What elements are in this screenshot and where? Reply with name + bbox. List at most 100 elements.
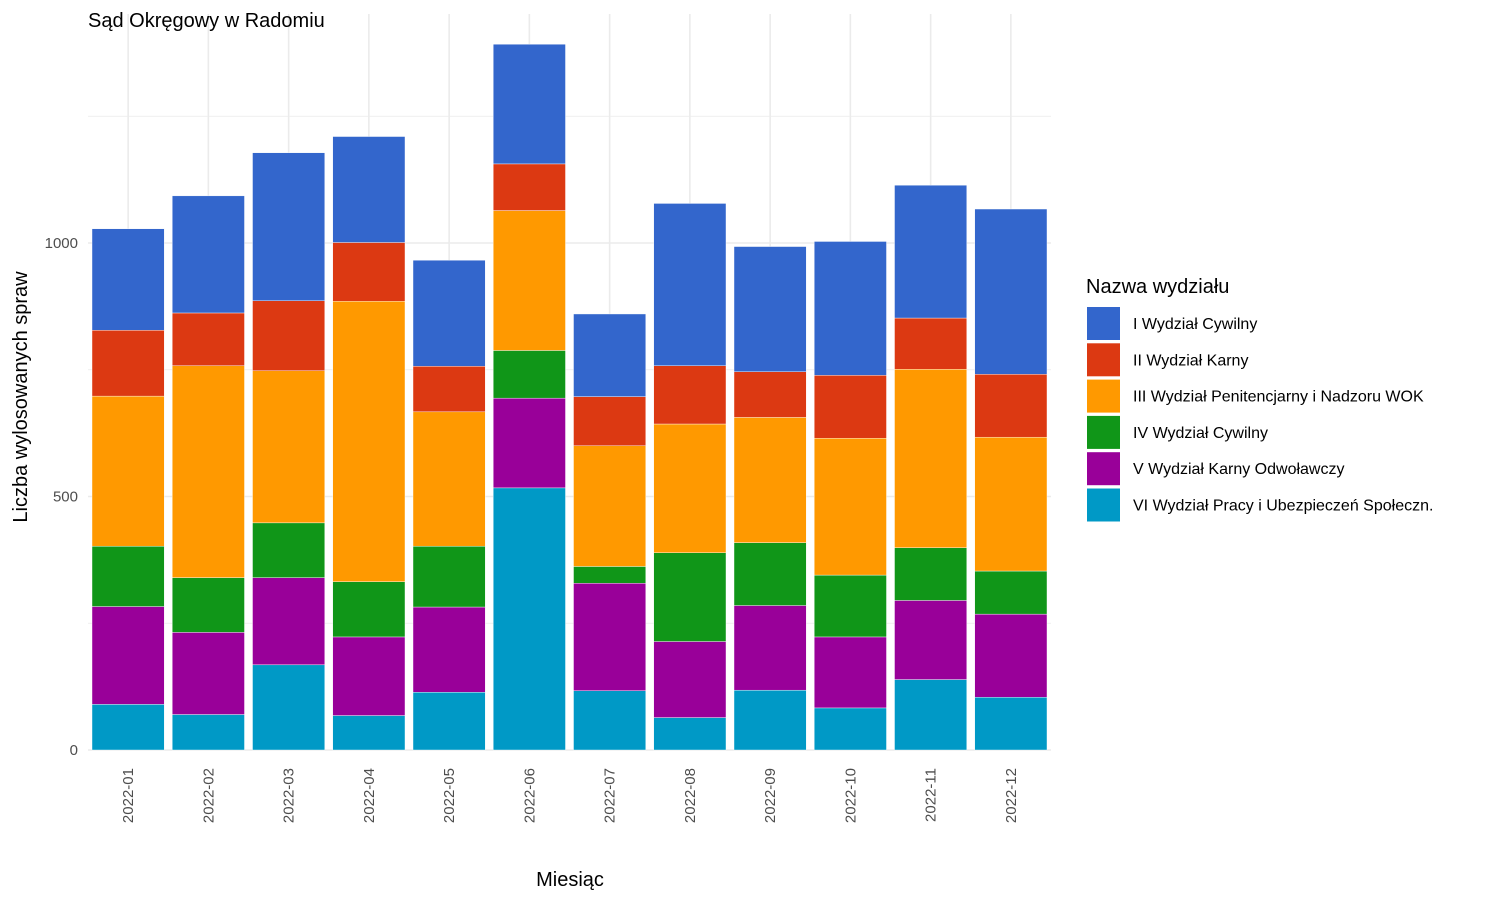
legend: Nazwa wydziału I Wydział Cywilny II Wydzi… [1086, 276, 1433, 522]
bar-segment [814, 375, 887, 439]
x-axis-ticks: 2022-01 2022-02 2022-03 2022-04 2022-05 2022-… [120, 768, 1020, 823]
bar-segment [974, 436, 1048, 572]
legend-label: III Wydział Penitencjarny i Nadzoru WOK [1133, 389, 1424, 406]
y-axis-ticks: 0 500 1000 [45, 235, 78, 759]
bar-segment [814, 636, 887, 709]
bar-segment [252, 522, 325, 578]
x-axis-title: Miesiąc [536, 869, 604, 891]
bar-segment [814, 707, 887, 751]
legend-label: IV Wydział Cywilny [1133, 425, 1268, 442]
x-tick-label: 2022-09 [762, 768, 779, 823]
bars-layer [91, 44, 1048, 751]
bar-segment [653, 423, 727, 553]
bar-segment [814, 241, 887, 376]
bar-segment [91, 704, 165, 751]
legend-swatch [1087, 452, 1120, 486]
bar-segment [974, 374, 1048, 438]
bar-segment [412, 606, 486, 693]
bar-segment [412, 260, 486, 367]
bar-segment [172, 577, 245, 633]
bar-segment [894, 317, 967, 370]
legend-swatch [1087, 415, 1120, 449]
bar-segment [974, 613, 1048, 698]
bar-segment [573, 690, 646, 751]
x-tick-label: 2022-06 [521, 768, 538, 823]
bar-segment [493, 397, 566, 489]
bar-segment [894, 547, 967, 601]
bar-segment [91, 228, 165, 331]
legend-swatch [1087, 307, 1120, 340]
bar-segment [332, 715, 406, 751]
bar-segment [653, 203, 727, 366]
y-axis-title: Liczba wylosowanych spraw [10, 271, 32, 523]
bar-segment [252, 370, 325, 524]
bar-segment [814, 437, 887, 576]
x-tick-label: 2022-02 [200, 768, 217, 823]
bar-segment [733, 371, 807, 418]
bar-segment [573, 445, 646, 567]
bar-segment [974, 697, 1048, 751]
bar-segment [573, 566, 646, 584]
bar-segment [733, 246, 807, 372]
bar-segment [172, 632, 245, 715]
bar-segment [733, 689, 807, 751]
bar-segment [733, 417, 807, 543]
bar-segment [814, 574, 887, 638]
bar-segment [332, 301, 406, 582]
bar-segment [653, 641, 727, 718]
bar-segment [252, 300, 325, 371]
bar-segment [493, 487, 566, 751]
bar-segment [974, 208, 1048, 375]
bar-segment [493, 350, 566, 399]
legend-swatch [1087, 343, 1120, 377]
bar-segment [493, 210, 566, 351]
bar-segment [332, 242, 406, 302]
bar-segment [894, 185, 967, 319]
bar-segment [91, 606, 165, 705]
bar-segment [573, 313, 646, 397]
bar-segment [894, 369, 967, 548]
legend-label: VI Wydział Pracy i Ubezpieczeń Społeczn. [1133, 498, 1433, 515]
bar-segment [573, 396, 646, 447]
bar-segment [412, 545, 486, 608]
legend-label: I Wydział Cywilny [1133, 316, 1257, 333]
bar-segment [733, 605, 807, 691]
bar-segment [252, 152, 325, 301]
bar-segment [412, 411, 486, 547]
legend-swatch [1087, 379, 1120, 413]
x-tick-label: 2022-07 [602, 768, 619, 823]
y-tick-label: 1000 [45, 235, 78, 252]
bar-segment [332, 581, 406, 638]
x-tick-label: 2022-12 [1003, 768, 1020, 823]
legend-label: V Wydział Karny Odwoławczy [1133, 461, 1344, 478]
bar-segment [172, 714, 245, 751]
x-tick-label: 2022-11 [923, 768, 940, 822]
legend-swatch [1087, 488, 1120, 522]
bar-segment [733, 542, 807, 606]
bar-segment [332, 636, 406, 716]
bar-segment [332, 136, 406, 243]
bar-segment [91, 330, 165, 397]
bar-segment [493, 44, 566, 165]
bar-segment [172, 195, 245, 314]
legend-label: II Wydział Karny [1133, 352, 1248, 369]
bar-segment [412, 692, 486, 751]
x-tick-label: 2022-05 [441, 768, 458, 823]
y-tick-label: 500 [53, 489, 78, 506]
bar-segment [252, 664, 325, 751]
bar-segment [252, 577, 325, 666]
bar-segment [493, 163, 566, 211]
bar-segment [974, 570, 1048, 615]
bar-segment [573, 582, 646, 691]
y-tick-label: 0 [70, 742, 78, 759]
chart-title: Sąd Okręgowy w Radomiu [88, 10, 325, 32]
bar-segment [894, 679, 967, 751]
bar-segment [653, 365, 727, 425]
bar-segment [653, 552, 727, 642]
bar-segment [653, 717, 727, 751]
bar-segment [172, 312, 245, 366]
bar-segment [412, 366, 486, 413]
bar-segment [91, 395, 165, 547]
x-tick-label: 2022-08 [682, 768, 699, 823]
